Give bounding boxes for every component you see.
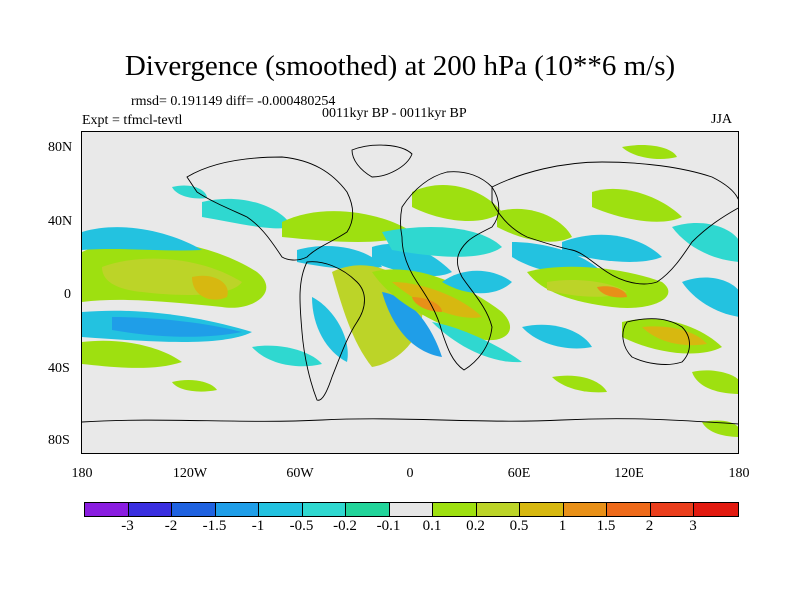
case-label: 0011kyr BP - 0011kyr BP	[322, 106, 467, 121]
lon-label: 120W	[172, 466, 208, 481]
contour-region	[552, 375, 607, 393]
colorbar-tick-label: -3	[121, 518, 134, 534]
contour-region	[597, 286, 627, 298]
lat-label: 40S	[48, 361, 70, 376]
contour-region	[172, 185, 207, 199]
plot-title: Divergence (smoothed) at 200 hPa (10**6 …	[124, 50, 676, 82]
contour-region	[252, 345, 322, 367]
contour-region	[412, 297, 442, 312]
contour-region	[297, 246, 382, 270]
contour-region	[282, 211, 412, 242]
colorbar-tick-label: -0.5	[289, 518, 314, 534]
contour-region	[622, 145, 677, 159]
colorbar-swatch	[607, 503, 651, 516]
colorbar-swatch	[563, 503, 607, 516]
antarctica-coast	[82, 418, 738, 425]
colorbar-swatch	[259, 503, 303, 516]
colorbar-tick-label: 0.2	[466, 518, 485, 534]
contour-region	[192, 275, 228, 300]
season-label: JJA	[711, 112, 733, 127]
contour-region	[702, 420, 738, 437]
colorbar-swatch	[128, 503, 172, 516]
contour-region	[82, 340, 182, 368]
lat-label: 80S	[48, 433, 70, 448]
colorbar	[84, 502, 739, 517]
contour-region	[372, 243, 452, 277]
australia-coast	[622, 318, 690, 365]
colorbar-swatch	[389, 503, 433, 516]
south-america-coast	[299, 261, 365, 401]
lon-label: 60W	[286, 466, 314, 481]
lat-label: 0	[64, 287, 71, 302]
colorbar-swatch	[650, 503, 694, 516]
contour-region	[497, 208, 572, 242]
contour-region	[112, 317, 242, 337]
contour-fills	[82, 145, 738, 437]
lon-label: 120E	[614, 466, 644, 481]
contour-region	[202, 198, 292, 229]
contour-region	[412, 184, 502, 222]
contour-region	[382, 227, 502, 257]
lat-label: 40N	[48, 214, 73, 229]
lon-label: 0	[406, 466, 414, 481]
colorbar-tick-label: 1.5	[596, 518, 616, 534]
contour-region	[432, 322, 522, 363]
colorbar-tick-label: -0.1	[376, 518, 401, 534]
colorbar-swatch	[694, 503, 738, 516]
contour-region	[442, 270, 512, 294]
colorbar-tick-label: -1	[251, 518, 265, 534]
contour-region	[522, 324, 592, 349]
coastlines	[82, 144, 738, 425]
contour-region	[382, 292, 442, 357]
experiment-label: Expt = tfmcl-tevtl	[82, 113, 183, 128]
contour-region	[592, 188, 682, 222]
contour-region	[82, 227, 202, 251]
colorbar-tick-label: -1.5	[202, 518, 227, 534]
colorbar-swatch	[346, 503, 390, 516]
europe-africa-coast	[400, 171, 500, 371]
rmsd-diff-stats: rmsd= 0.191149 diff= -0.000480254	[131, 94, 336, 109]
contour-region	[692, 370, 738, 394]
lon-label: 180	[71, 466, 93, 481]
lon-label: 60E	[507, 466, 531, 481]
colorbar-tick-label: 1	[558, 518, 567, 534]
colorbar-swatch	[85, 503, 129, 516]
contour-region	[512, 242, 602, 275]
asia-coast	[491, 161, 738, 285]
colorbar-tick-label: 3	[689, 518, 697, 534]
colorbar-swatch	[433, 503, 477, 516]
contour-region	[682, 277, 738, 317]
colorbar-tick-label: -2	[164, 518, 178, 534]
contour-region	[562, 234, 662, 262]
colorbar-swatch	[302, 503, 346, 516]
colorbar-swatch	[172, 503, 216, 516]
contour-region	[172, 379, 217, 392]
colorbar-tick-label: 2	[645, 518, 654, 534]
divergence-map	[82, 132, 738, 453]
contour-region	[672, 223, 738, 262]
colorbar-swatch	[520, 503, 564, 516]
colorbar-swatch	[215, 503, 259, 516]
contour-region	[642, 326, 707, 346]
colorbar-tick-label: 0.1	[422, 518, 442, 534]
colorbar-tick-label: -0.2	[333, 518, 357, 534]
lon-label: 180	[728, 466, 750, 481]
map-panel	[81, 131, 739, 454]
lat-label: 80N	[48, 140, 73, 155]
colorbar-tick-label: 0.5	[509, 518, 529, 534]
greenland-coast	[351, 144, 413, 178]
contour-region	[312, 297, 348, 362]
colorbar-swatch	[476, 503, 520, 516]
north-america-coast	[186, 156, 354, 261]
contour-region	[392, 282, 482, 318]
